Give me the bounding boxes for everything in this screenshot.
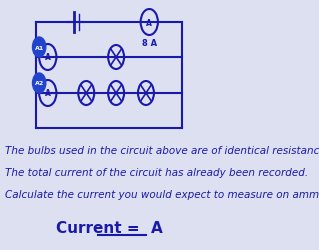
Text: A1: A1 [34,45,44,50]
Text: 8 A: 8 A [142,38,157,47]
Text: The bulbs used in the circuit above are of identical resistance.: The bulbs used in the circuit above are … [5,146,319,156]
Text: A: A [45,53,51,62]
Text: A: A [151,220,163,236]
Text: The total current of the circuit has already been recorded.: The total current of the circuit has alr… [5,167,308,177]
Text: A: A [146,18,152,28]
Circle shape [33,38,46,58]
Circle shape [33,74,46,94]
Text: A2: A2 [34,81,44,86]
Text: Current =: Current = [56,220,145,236]
Text: Calculate the current you would expect to measure on ammeter 1.: Calculate the current you would expect t… [5,189,319,199]
Text: A: A [45,89,51,98]
